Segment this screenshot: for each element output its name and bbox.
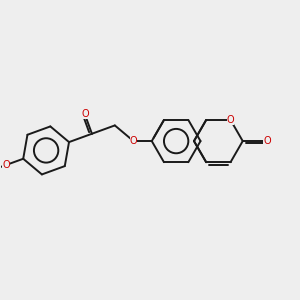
Text: O: O (227, 115, 234, 125)
Text: O: O (2, 160, 10, 170)
Text: O: O (81, 109, 89, 119)
Text: O: O (263, 136, 271, 146)
Text: O: O (130, 136, 137, 146)
